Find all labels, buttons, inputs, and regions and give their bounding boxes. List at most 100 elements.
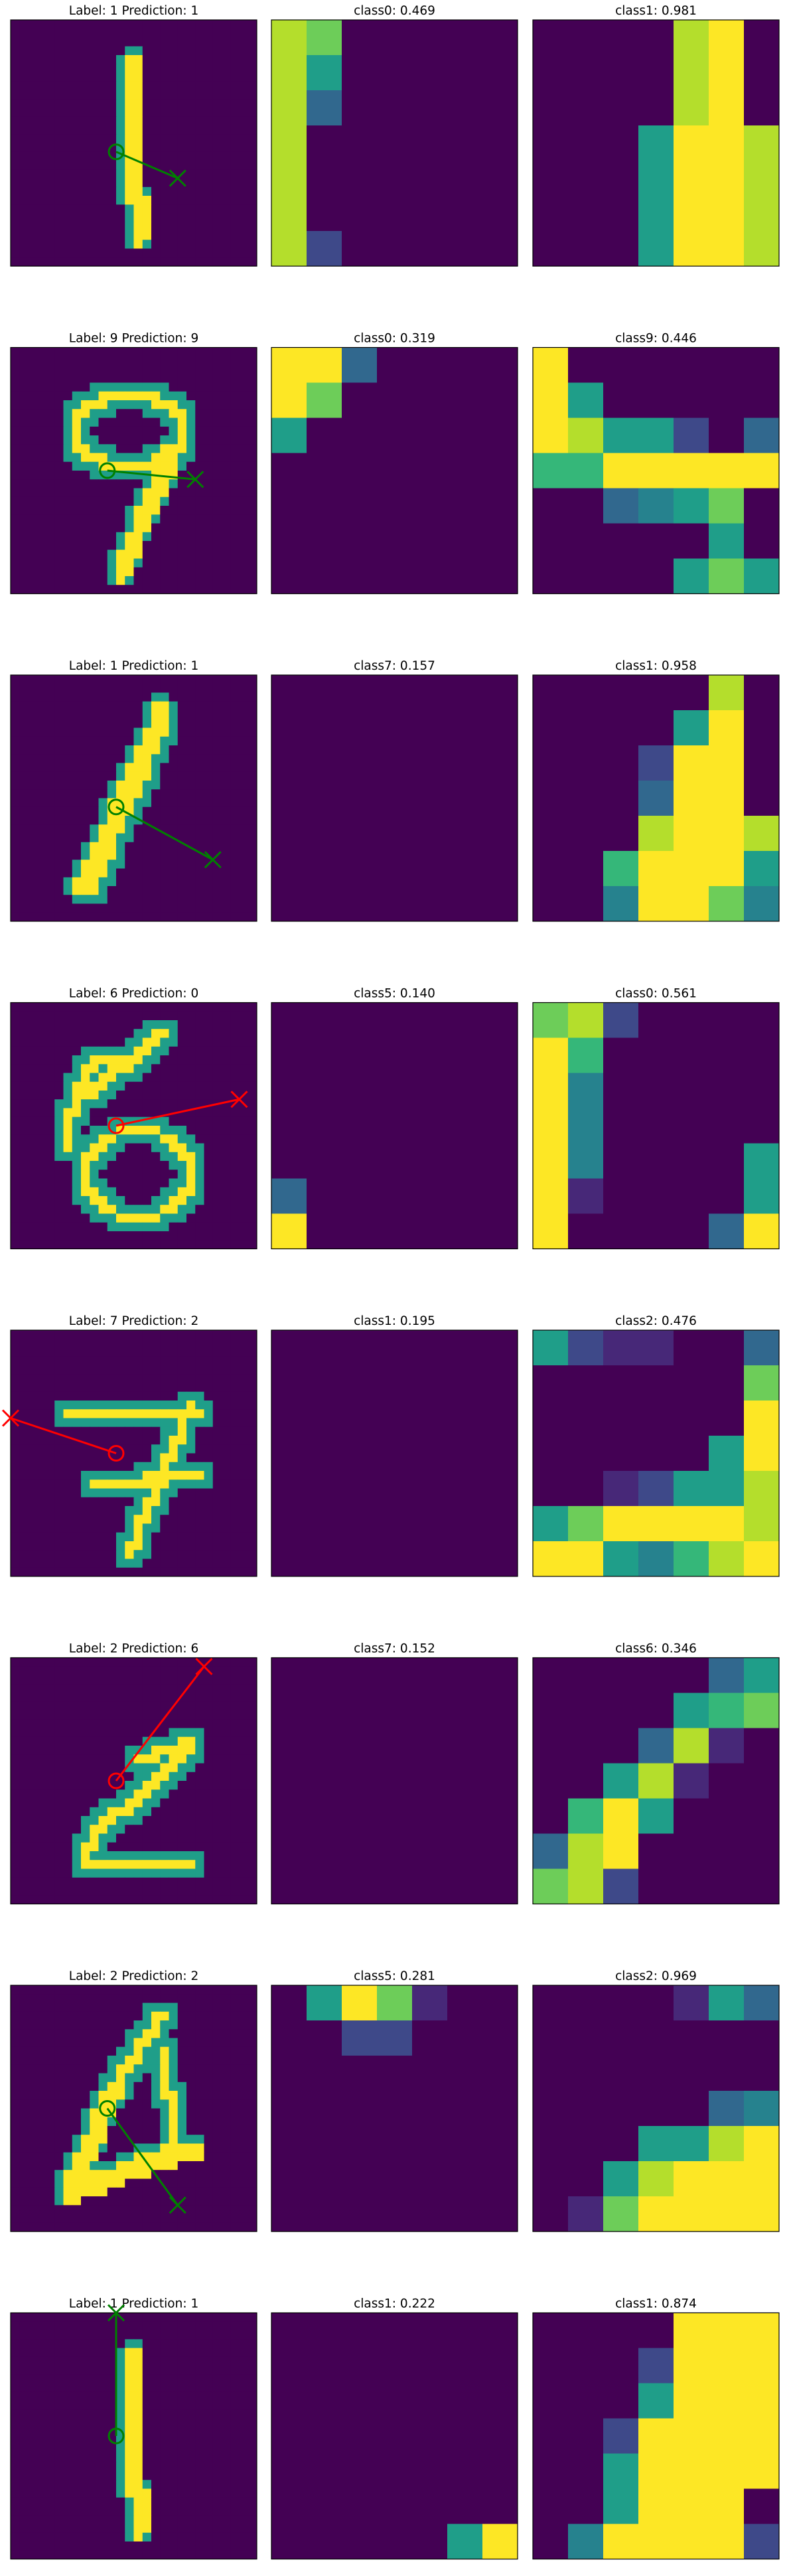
- heatmap-cell: [142, 426, 152, 436]
- heatmap-cell: [239, 134, 249, 143]
- heatmap-cell: [107, 1807, 117, 1817]
- heatmap-cell: [11, 161, 20, 170]
- heatmap-cell: [28, 125, 38, 135]
- heatmap-cell: [125, 204, 134, 214]
- heatmap-cell: [222, 1365, 231, 1375]
- heatmap-cell: [98, 1134, 108, 1144]
- heatmap-cell: [107, 1567, 117, 1577]
- heatmap-cell: [222, 365, 231, 374]
- heatmap-cell: [186, 1231, 196, 1241]
- heatmap-cell: [142, 541, 152, 550]
- heatmap-cell: [248, 1807, 257, 1817]
- heatmap-cell: [90, 29, 99, 38]
- heatmap-cell: [533, 382, 569, 418]
- heatmap-cell: [160, 781, 169, 790]
- heatmap-cell: [81, 1339, 90, 1348]
- heatmap-cell: [169, 365, 179, 374]
- heatmap-cell: [195, 1126, 204, 1135]
- heatmap-cell: [744, 1073, 780, 1108]
- heatmap-cell: [98, 1567, 108, 1577]
- heatmap-cell: [186, 1506, 196, 1515]
- heatmap-cell: [177, 400, 187, 410]
- heatmap-cell: [377, 816, 413, 852]
- heatmap-cell: [133, 1356, 143, 1366]
- heatmap-cell: [46, 1462, 55, 1472]
- heatmap-cell: [19, 1436, 29, 1445]
- heatmap-cell: [248, 1567, 257, 1577]
- heatmap-cell: [90, 541, 99, 550]
- heatmap-cell: [212, 46, 222, 56]
- heatmap-cell: [81, 1719, 90, 1728]
- heatmap-cell: [90, 1091, 99, 1100]
- heatmap-cell: [72, 692, 82, 702]
- heatmap-cell: [222, 1143, 231, 1153]
- heatmap-cell: [151, 1383, 161, 1393]
- heatmap-cell: [19, 134, 29, 143]
- heatmap-cell: [125, 754, 134, 763]
- heatmap-cell: [638, 851, 674, 887]
- heatmap-cell: [142, 1666, 152, 1676]
- heatmap-cell: [63, 1099, 73, 1108]
- heatmap-cell: [125, 1567, 134, 1577]
- heatmap-cell: [98, 1011, 108, 1021]
- heatmap-cell: [63, 125, 73, 135]
- heatmap-cell: [186, 1693, 196, 1703]
- heatmap-cell: [125, 1152, 134, 1162]
- heatmap-cell: [72, 356, 82, 366]
- heatmap-cell: [46, 719, 55, 728]
- heatmap-cell: [142, 1029, 152, 1038]
- heatmap-cell: [248, 1356, 257, 1366]
- heatmap-cell: [744, 886, 780, 922]
- heatmap-cell: [28, 1807, 38, 1817]
- heatmap-cell: [186, 576, 196, 585]
- heatmap-cell: [107, 1240, 117, 1249]
- heatmap-cell: [46, 1170, 55, 1179]
- heatmap-cell: [177, 1196, 187, 1205]
- heatmap-cell: [36, 868, 46, 878]
- heatmap-cell: [160, 1143, 169, 1153]
- heatmap-cell: [248, 400, 257, 410]
- heatmap-cell: [222, 550, 231, 559]
- heatmap-cell: [90, 1436, 99, 1445]
- heatmap-cell: [19, 1205, 29, 1214]
- heatmap-cell: [177, 37, 187, 47]
- heatmap-cell: [90, 488, 99, 498]
- heatmap-cell: [195, 763, 204, 773]
- heatmap-cell: [107, 1196, 117, 1205]
- heatmap-cell: [195, 1222, 204, 1232]
- heatmap-cell: [133, 1099, 143, 1108]
- heatmap-cell: [46, 877, 55, 887]
- heatmap-cell: [125, 1064, 134, 1073]
- heatmap-cell: [36, 1029, 46, 1038]
- heatmap-cell: [533, 710, 569, 746]
- heatmap-cell: [81, 143, 90, 153]
- heatmap-cell: [72, 1116, 82, 1126]
- heatmap-cell: [204, 675, 214, 684]
- heatmap-cell: [239, 204, 249, 214]
- heatmap-cell: [54, 1798, 64, 1808]
- heatmap-cell: [169, 1081, 179, 1091]
- heatmap-cell: [222, 400, 231, 410]
- heatmap-cell: [222, 1205, 231, 1214]
- heatmap-cell: [72, 1091, 82, 1100]
- heatmap-cell: [90, 860, 99, 869]
- heatmap-cell: [160, 391, 169, 401]
- heatmap-cell: [239, 1789, 249, 1799]
- heatmap-cell: [133, 1143, 143, 1153]
- heatmap-cell: [133, 1170, 143, 1179]
- heatmap-cell: [72, 479, 82, 489]
- heatmap-cell: [36, 1081, 46, 1091]
- heatmap-cell: [98, 1073, 108, 1083]
- heatmap-cell: [72, 719, 82, 728]
- heatmap-cell: [63, 29, 73, 38]
- heatmap-cell: [98, 1488, 108, 1498]
- heatmap-cell: [271, 1506, 307, 1542]
- heatmap-cell: [98, 108, 108, 117]
- heatmap-cell: [230, 710, 240, 720]
- heatmap-cell: [28, 1746, 38, 1755]
- heatmap-cell: [222, 1231, 231, 1241]
- heatmap-cell: [204, 576, 214, 585]
- heatmap-cell: [116, 1347, 125, 1357]
- heatmap-cell: [186, 1816, 196, 1825]
- heatmap-cell: [28, 514, 38, 524]
